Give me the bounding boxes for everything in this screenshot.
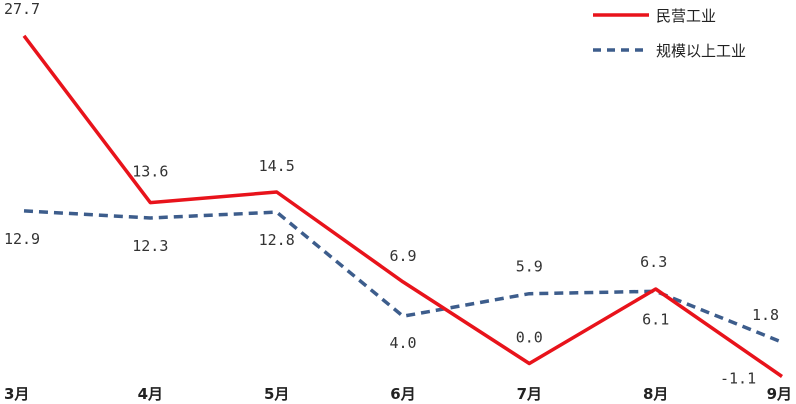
x-axis-tick-labels: 3月 4月 5月 6月 7月 8月 9月 — [4, 385, 792, 403]
legend-label-min-ying-gong-ye: 民营工业 — [656, 7, 716, 25]
data-label-s0-0: 27.7 — [4, 0, 40, 18]
x-tick-label-2: 5月 — [264, 385, 289, 403]
x-tick-label-0: 3月 — [4, 385, 29, 403]
x-tick-label-6: 9月 — [767, 385, 792, 403]
data-label-s1-6: 1.8 — [752, 306, 779, 324]
x-tick-label-1: 4月 — [138, 385, 163, 403]
legend-label-gui-mo-yi-shang-gong-ye: 规模以上工业 — [656, 42, 746, 60]
series-line-1 — [23, 209, 783, 344]
data-label-s0-2: 14.5 — [259, 157, 295, 175]
x-tick-label-3: 6月 — [390, 385, 415, 403]
legend: 民营工业 规模以上工业 — [593, 7, 746, 60]
x-tick-label-4: 7月 — [517, 385, 542, 403]
data-label-s0-5: 6.3 — [640, 253, 667, 271]
data-label-s0-1: 13.6 — [132, 163, 168, 181]
data-label-layer: 27.7 13.6 14.5 6.9 0.0 6.3 -1.1 12.9 12.3 12.8 4.0… — [4, 0, 779, 388]
series-line-0 — [22, 34, 783, 378]
data-label-s1-4: 5.9 — [516, 258, 543, 276]
data-label-s1-5: 6.1 — [642, 310, 669, 328]
data-label-s1-0: 12.9 — [4, 230, 40, 248]
data-label-s1-3: 4.0 — [389, 334, 416, 352]
data-label-s1-1: 12.3 — [132, 237, 168, 255]
data-label-s0-6: -1.1 — [720, 370, 756, 388]
data-label-s0-3: 6.9 — [389, 247, 416, 265]
data-label-s0-4: 0.0 — [516, 329, 543, 347]
x-tick-label-5: 8月 — [643, 385, 668, 403]
data-label-s1-2: 12.8 — [259, 231, 295, 249]
series-layer — [22, 34, 783, 378]
